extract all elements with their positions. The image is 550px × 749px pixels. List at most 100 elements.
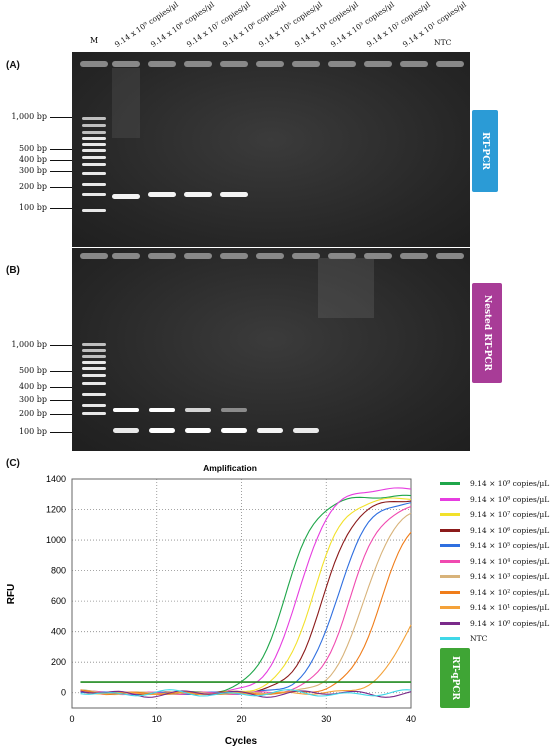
legend-label: 9.14 × 10⁶ copies/µL bbox=[470, 525, 550, 535]
panel-a-label: (A) bbox=[6, 60, 20, 71]
bp-label: 100 bp bbox=[18, 203, 47, 212]
legend-swatch bbox=[440, 497, 460, 501]
sample-band bbox=[184, 192, 212, 197]
gel-bands-bottom bbox=[80, 253, 464, 433]
sample-band bbox=[221, 408, 247, 412]
bp-label: 300 bp bbox=[18, 395, 47, 404]
gel-well bbox=[364, 253, 392, 259]
gel-image-nested-rt-pcr bbox=[72, 248, 470, 451]
bp-label: 1,000 bp bbox=[11, 112, 47, 121]
gel-well bbox=[220, 61, 248, 67]
gel-well bbox=[436, 253, 464, 259]
legend-swatch bbox=[440, 482, 460, 485]
gel-bands-top bbox=[80, 61, 464, 212]
series-line bbox=[80, 494, 412, 696]
ladder-band bbox=[82, 412, 106, 415]
series-line bbox=[80, 487, 412, 696]
ladder-band bbox=[82, 137, 106, 140]
bp-tick bbox=[50, 208, 72, 209]
ladder-band bbox=[82, 149, 106, 152]
legend-label: 9.14 × 10⁹ copies/µL bbox=[470, 479, 550, 488]
gel-well bbox=[148, 61, 176, 67]
ladder-band bbox=[82, 131, 106, 134]
bp-tick bbox=[50, 432, 72, 433]
ladder-band bbox=[82, 124, 106, 127]
gel-well bbox=[400, 61, 428, 67]
gel-well bbox=[184, 61, 212, 67]
sample-band bbox=[148, 192, 176, 197]
bp-label: 100 bp bbox=[18, 427, 47, 436]
sample-band bbox=[220, 192, 248, 197]
x-axis-label: Cycles bbox=[225, 736, 258, 747]
ladder-band bbox=[82, 374, 106, 377]
legend-label: NTC bbox=[470, 634, 488, 643]
lane-header: 9.14 x 10⁷ copies/µl bbox=[184, 0, 252, 49]
gel-image-rt-pcr bbox=[72, 52, 470, 247]
ladder-band bbox=[82, 404, 106, 407]
sample-band bbox=[293, 428, 319, 433]
legend-label: 9.14 × 10⁰ copies/µL bbox=[470, 618, 550, 628]
lane-header: 9.14 x 10³ copies/µl bbox=[328, 0, 396, 49]
legend-label: 9.14 × 10⁵ copies/µL bbox=[470, 541, 550, 550]
smear bbox=[112, 68, 140, 138]
gel-well bbox=[112, 61, 140, 67]
gel-well bbox=[80, 253, 108, 259]
bp-tick bbox=[50, 117, 72, 118]
legend-swatch bbox=[440, 513, 460, 516]
gel-well bbox=[436, 61, 464, 67]
gel-well bbox=[292, 253, 320, 259]
y-tick-label: 800 bbox=[51, 566, 66, 576]
x-tick-label: 0 bbox=[69, 714, 74, 724]
bp-tick bbox=[50, 400, 72, 401]
bp-tick bbox=[50, 187, 72, 188]
legend-swatch bbox=[440, 590, 460, 594]
gel-well bbox=[256, 61, 284, 67]
y-tick-label: 0 bbox=[61, 688, 66, 698]
bp-label: 200 bp bbox=[18, 409, 47, 418]
ladder-band bbox=[82, 355, 106, 358]
bp-tick bbox=[50, 160, 72, 161]
panel-b-label: (B) bbox=[6, 265, 20, 276]
panel-c-label: (C) bbox=[6, 458, 20, 469]
x-tick-label: 30 bbox=[321, 714, 331, 724]
bp-label: 500 bp bbox=[18, 366, 47, 375]
marker-lane-header: M bbox=[90, 36, 99, 45]
sample-band bbox=[257, 428, 283, 433]
ladder-band bbox=[82, 183, 106, 186]
gel-well bbox=[220, 253, 248, 259]
bp-label: 1,000 bp bbox=[11, 340, 47, 349]
series-line bbox=[80, 624, 412, 696]
legend-label: 9.14 × 10³ copies/µL bbox=[470, 572, 550, 581]
ladder-band bbox=[82, 156, 106, 159]
bp-label: 500 bp bbox=[18, 144, 47, 153]
y-axis-label: RFU bbox=[6, 584, 17, 605]
ladder-band bbox=[82, 163, 106, 166]
bp-tick bbox=[50, 345, 72, 346]
series-line bbox=[80, 500, 412, 696]
smear bbox=[318, 258, 374, 318]
sample-band bbox=[221, 428, 247, 433]
y-tick-label: 1200 bbox=[46, 505, 66, 515]
ladder-band bbox=[82, 361, 106, 364]
series-line bbox=[80, 502, 412, 696]
legend-label: 9.14 × 10⁸ copies/µL bbox=[470, 494, 550, 504]
y-tick-label: 400 bbox=[51, 627, 66, 637]
legend-label: 9.14 × 10² copies/µL bbox=[470, 587, 550, 597]
ladder-band bbox=[82, 349, 106, 352]
bp-tick bbox=[50, 149, 72, 150]
bp-tick bbox=[50, 387, 72, 388]
lane-header: 9.14 x 10⁸ copies/µl bbox=[148, 0, 216, 49]
sample-band bbox=[185, 408, 211, 412]
plot-frame bbox=[71, 478, 412, 709]
series-line bbox=[80, 689, 412, 697]
gel-well bbox=[292, 61, 320, 67]
sample-band bbox=[113, 408, 139, 412]
series-line bbox=[80, 497, 412, 696]
rt-pcr-tag: RT-PCR bbox=[472, 110, 498, 192]
gel-well bbox=[80, 61, 108, 67]
bp-label: 200 bp bbox=[18, 182, 47, 191]
amplification-chart: Amplification RFU Cycles 0 10 20 30 40020040… bbox=[6, 463, 416, 747]
lane-header: 9.14 x 10⁶ copies/µl bbox=[220, 0, 288, 49]
legend-swatch bbox=[440, 559, 460, 563]
gel-well bbox=[148, 253, 176, 259]
